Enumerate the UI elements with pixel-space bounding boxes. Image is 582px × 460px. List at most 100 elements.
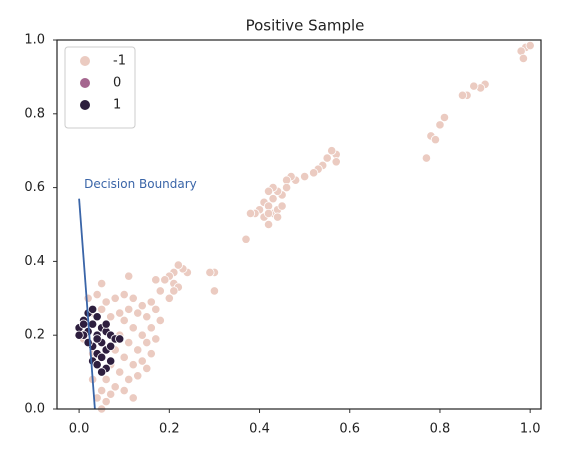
point <box>205 267 215 278</box>
point <box>124 374 134 385</box>
point <box>142 337 152 348</box>
point <box>173 260 183 270</box>
point <box>101 374 111 385</box>
legend-label: 0 <box>113 76 121 91</box>
point <box>277 201 287 211</box>
point <box>92 334 102 344</box>
point <box>97 385 107 396</box>
point <box>115 367 125 377</box>
point <box>88 319 98 329</box>
point <box>469 81 479 91</box>
point <box>245 208 256 219</box>
point <box>300 171 310 182</box>
y-tick-label: 0.2 <box>24 328 45 343</box>
x-tick-label: 0.2 <box>159 422 180 437</box>
point <box>155 286 165 296</box>
y-tick-label: 1.0 <box>24 33 45 48</box>
point <box>119 352 129 362</box>
point <box>263 186 274 196</box>
decision-boundary <box>78 198 96 410</box>
point <box>128 293 138 303</box>
point <box>106 389 116 399</box>
point <box>133 371 143 381</box>
annotation: Decision Boundary <box>84 177 197 191</box>
point <box>106 341 116 351</box>
point <box>97 367 107 377</box>
point <box>160 275 170 285</box>
point <box>92 290 102 300</box>
point <box>146 323 156 333</box>
point <box>83 293 93 303</box>
point <box>151 334 161 344</box>
point <box>309 168 319 178</box>
point <box>92 360 102 370</box>
point <box>155 315 165 326</box>
point <box>435 120 445 130</box>
legend-marker <box>80 78 90 88</box>
chart-title: Positive Sample <box>246 17 365 35</box>
point <box>97 304 107 314</box>
point <box>115 334 125 344</box>
point <box>106 356 116 366</box>
point <box>124 337 134 348</box>
point <box>146 297 156 307</box>
point <box>151 304 161 314</box>
point <box>169 286 179 296</box>
point <box>263 219 274 230</box>
point <box>142 312 152 322</box>
point <box>79 319 89 329</box>
point <box>119 385 129 396</box>
point <box>209 286 220 296</box>
point <box>88 304 98 314</box>
point <box>137 301 147 311</box>
point <box>133 345 143 355</box>
x-tick-label: 0.4 <box>249 422 270 437</box>
point <box>327 146 337 156</box>
point <box>115 308 125 318</box>
point <box>421 153 432 163</box>
plot-frame <box>56 39 542 410</box>
point <box>146 349 156 359</box>
x-tick-label: 0.8 <box>430 422 451 437</box>
point <box>137 356 147 366</box>
point <box>281 183 292 193</box>
x-tick-label: 0.6 <box>339 422 360 437</box>
point <box>430 135 441 145</box>
y-tick-label: 0.4 <box>24 254 45 269</box>
y-tick-label: 0.6 <box>24 180 45 195</box>
point <box>124 271 134 281</box>
legend-marker <box>80 100 90 110</box>
y-tick-label: 0.8 <box>24 106 45 121</box>
point <box>119 290 129 300</box>
x-tick-label: 0.0 <box>69 422 90 437</box>
point <box>83 337 93 348</box>
point <box>331 157 341 167</box>
point <box>322 153 332 163</box>
point <box>97 278 107 289</box>
point <box>106 312 116 322</box>
point <box>128 360 138 370</box>
point <box>101 397 111 407</box>
point <box>133 308 143 318</box>
point <box>110 382 120 392</box>
point <box>124 304 134 314</box>
y-tick-label: 0.0 <box>24 402 45 417</box>
point <box>518 53 529 64</box>
point <box>241 234 251 244</box>
point <box>268 194 278 204</box>
point <box>137 330 147 340</box>
point <box>457 90 468 100</box>
point <box>263 208 274 219</box>
point <box>128 393 138 403</box>
point <box>272 212 283 222</box>
legend-label: -1 <box>113 54 126 69</box>
point <box>92 312 102 322</box>
point <box>128 323 138 333</box>
legend: -1 0 1 <box>64 46 136 129</box>
point <box>101 297 111 307</box>
x-tick-label: 1.0 <box>520 422 541 437</box>
point <box>151 275 161 285</box>
point <box>142 363 152 374</box>
point <box>525 40 535 51</box>
